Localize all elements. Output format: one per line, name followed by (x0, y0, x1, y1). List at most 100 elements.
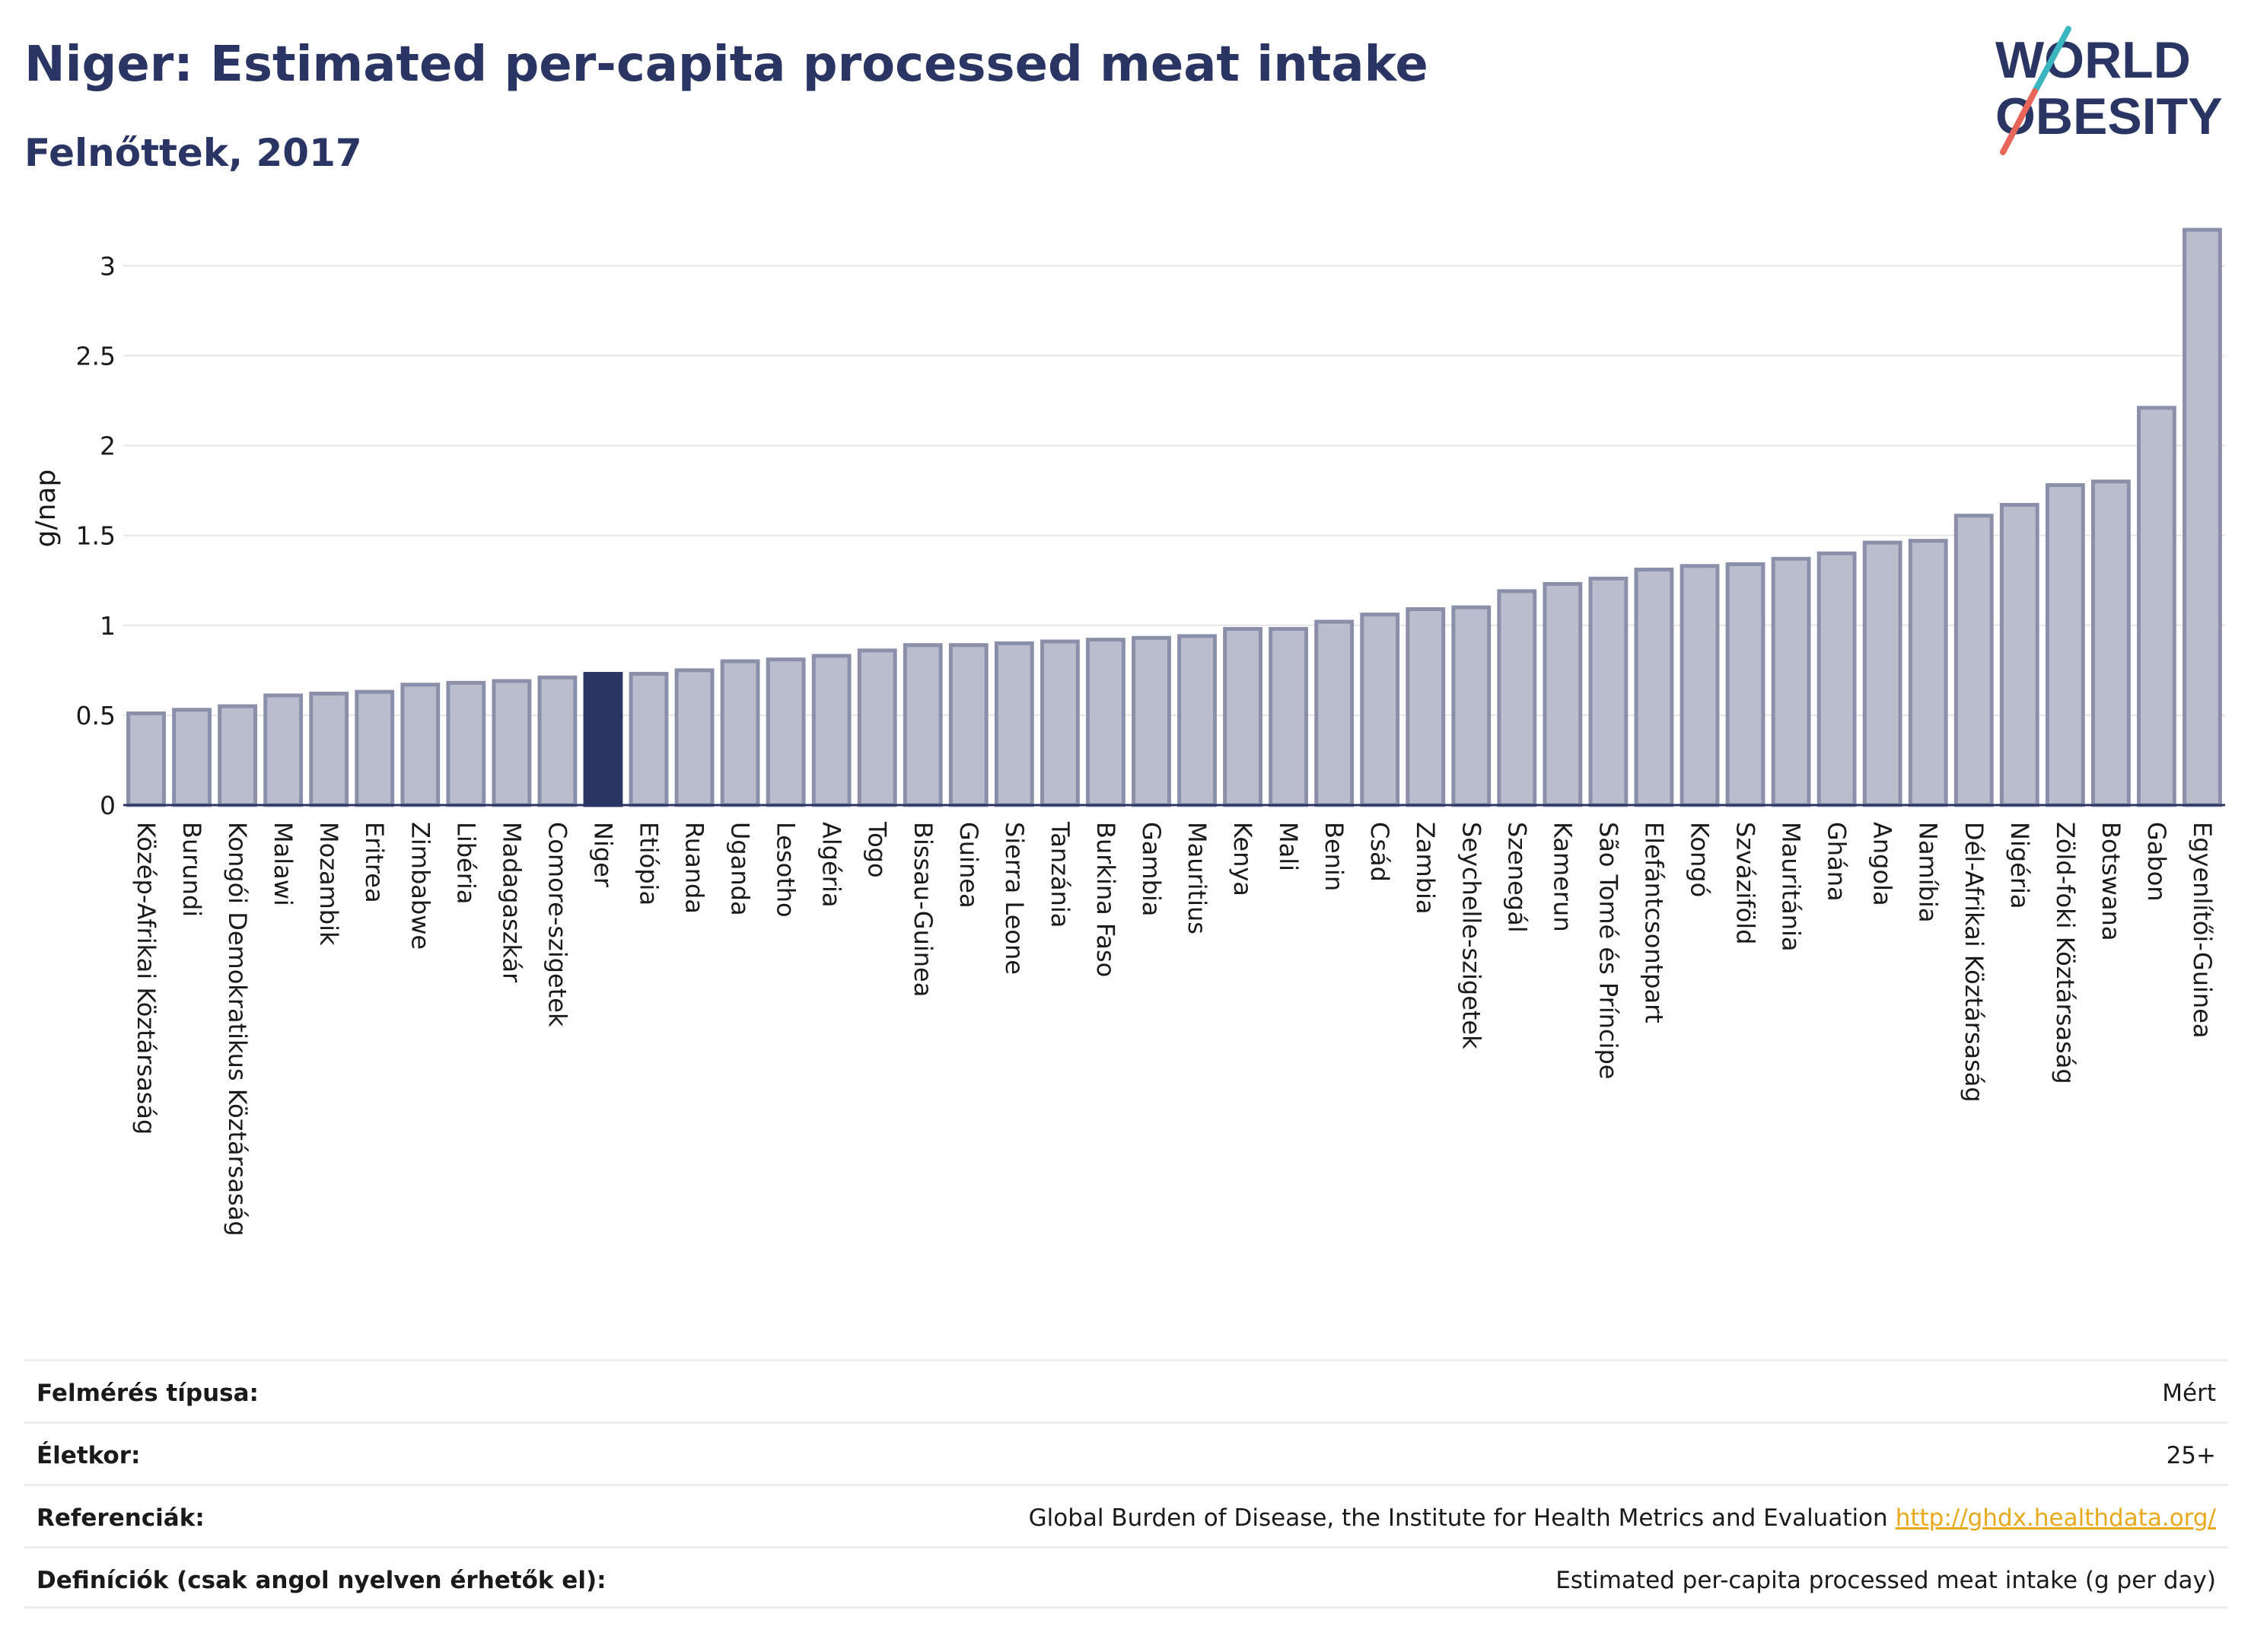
bar (720, 659, 760, 807)
meta-label: Életkor: (37, 1442, 141, 1469)
chart-subtitle: Felnőttek, 2017 (24, 131, 362, 175)
x-tick-label: Togo (863, 821, 892, 878)
bar (1497, 589, 1537, 807)
x-tick-label: Bissau-Guinea (909, 822, 938, 997)
meta-row-definitions: Definíciók (csak angol nyelven érhetők e… (24, 1546, 2228, 1609)
bar (857, 648, 897, 807)
meta-label: Felmérés típusa: (37, 1380, 259, 1407)
x-tick-label: Zöld-foki Köztársaság (2051, 822, 2080, 1084)
logo-slash-coral (2000, 88, 2038, 155)
meta-label: Referenciák: (37, 1504, 205, 1532)
bar (2090, 479, 2131, 807)
x-tick-label: Botswana (2097, 822, 2125, 941)
meta-row-survey-type: Felmérés típusa: Mért (24, 1359, 2228, 1421)
x-tick-label: Malawi (269, 822, 298, 906)
x-tick-label: Namíbia (1914, 822, 1943, 922)
chart-title: Niger: Estimated per-capita processed me… (24, 37, 1428, 93)
meta-row-references: Referenciák: Global Burden of Disease, t… (24, 1484, 2228, 1546)
bar (1634, 568, 1674, 807)
x-tick-label: Mali (1274, 822, 1303, 871)
x-tick-label: Zimbabwe (406, 822, 435, 950)
logo-text-world: WORLD (1995, 31, 2191, 89)
x-tick-label: Etiópia (635, 822, 664, 906)
bar (1588, 576, 1629, 807)
bar (218, 704, 258, 807)
x-tick-label: São Tomé és Príncipe (1594, 822, 1622, 1079)
x-tick-label: Ruanda (680, 822, 709, 914)
x-tick-label: Zambia (1411, 822, 1440, 915)
bar (629, 672, 669, 807)
bar (1269, 626, 1309, 807)
x-tick-label: Kenya (1228, 822, 1257, 896)
logo-slash-teal (2032, 26, 2071, 94)
bar (1771, 556, 1811, 807)
x-tick-label: Benin (1320, 822, 1348, 891)
x-tick-label: Uganda (726, 822, 755, 916)
x-axis-labels: Közép-Afrikai Köztársaság Burundi Kongói D… (132, 821, 2217, 1237)
x-tick-label: Algéria (817, 822, 846, 907)
x-tick-label: Gabon (2142, 822, 2171, 902)
bar (2137, 406, 2176, 807)
bar (1953, 514, 1994, 807)
meta-value: Estimated per-capita processed meat inta… (1555, 1567, 2216, 1594)
x-tick-label: Eritrea (360, 822, 389, 903)
x-tick-label: Sierra Leone (1000, 822, 1029, 975)
x-tick-label: Tanzánia (1046, 821, 1075, 928)
x-tick-label: Mozambik (314, 822, 343, 946)
bar (309, 692, 349, 807)
bar (1177, 634, 1217, 807)
meta-value: Global Burden of Disease, the Institute … (1028, 1504, 1888, 1532)
bar (1816, 551, 1857, 807)
bar (537, 675, 578, 807)
y-axis-label: g/nap (30, 469, 62, 548)
reference-link[interactable]: http://ghdx.healthdata.org/ (1895, 1504, 2216, 1532)
x-tick-label: Lesotho (772, 822, 801, 918)
y-tick-label: 1.5 (76, 521, 116, 551)
bar (674, 668, 715, 807)
bar (1040, 639, 1080, 807)
bar (446, 680, 486, 807)
x-tick-label: Közép-Afrikai Köztársaság (132, 822, 161, 1135)
x-tick-label: Burkina Faso (1091, 822, 1120, 977)
y-axis-ticks: 0 0.5 1 1.5 2 2.5 3 (76, 251, 116, 820)
bar (1086, 638, 1126, 807)
bar (355, 689, 395, 807)
x-tick-label: Egyenlítői-Guinea (2188, 822, 2217, 1039)
x-tick-label: Ghána (1823, 822, 1851, 902)
x-tick-label: Libéria (451, 822, 480, 904)
x-tick-label: Kongó (1686, 822, 1715, 897)
bar (903, 643, 943, 807)
meta-row-age: Életkor: 25+ (24, 1421, 2228, 1484)
x-tick-label: Nigéria (2005, 822, 2034, 909)
y-tick-label: 0.5 (76, 701, 116, 731)
x-tick-label: Elefántcsontpart (1639, 822, 1668, 1023)
bar (1360, 613, 1400, 807)
x-tick-label: Mauritánia (1777, 822, 1806, 951)
bar (1132, 635, 1171, 807)
bar (948, 643, 989, 807)
bar (1999, 502, 2039, 807)
meta-value-group: Global Burden of Disease, the Institute … (1029, 1504, 2216, 1532)
bar (2045, 482, 2085, 807)
bar (492, 679, 532, 807)
bar (811, 654, 852, 807)
x-tick-label: Kamerun (1548, 822, 1577, 932)
bar (1223, 626, 1262, 807)
x-tick-label: Niger (588, 822, 617, 888)
bar (1679, 564, 1720, 807)
meta-label: Definíciók (csak angol nyelven érhetők e… (37, 1567, 607, 1594)
x-tick-label: Dél-Afrikai Köztársaság (1960, 822, 1988, 1103)
world-obesity-logo: WORLD OBESITY (1995, 26, 2223, 155)
bar (1908, 539, 1948, 807)
x-tick-label: Burundi (177, 822, 206, 917)
x-tick-label: Mauritius (1183, 822, 1211, 934)
y-tick-label: 2 (100, 431, 116, 461)
bar (994, 641, 1034, 807)
y-tick-label: 1 (100, 611, 116, 641)
bar (263, 693, 304, 807)
y-tick-label: 0 (100, 791, 116, 820)
metadata-table: Felmérés típusa: Mért Életkor: 25+ Refer… (24, 1359, 2228, 1609)
x-tick-label: Madagaszkár (497, 822, 526, 983)
bar-highlight (583, 672, 623, 807)
bar-chart: 0 0.5 1 1.5 2 2.5 3 g/nap Közép-Afrikai Köztár… (30, 228, 2225, 1237)
